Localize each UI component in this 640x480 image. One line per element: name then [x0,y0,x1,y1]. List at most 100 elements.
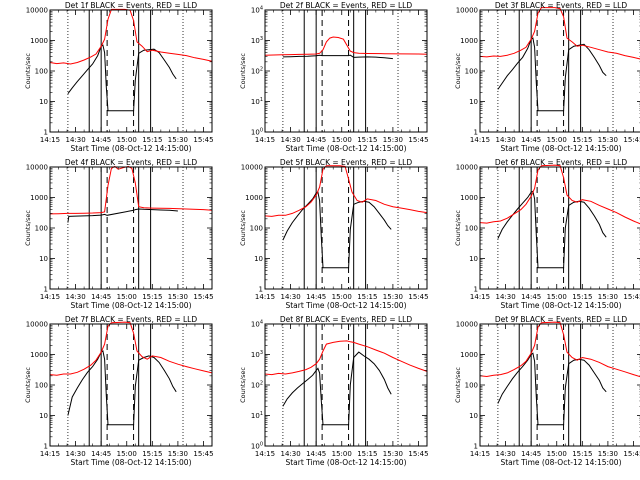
x-tick-label: 14:45 [306,450,326,458]
lld-series-line [49,8,213,65]
x-tick-label: 15:45 [193,293,213,301]
lld-series-line [479,321,640,378]
x-tick-label: 15:30 [168,450,188,458]
panel-det-3f: 1 10 100 1000 10000 14:15 14:30 14:45 15:00 15:15… [454,1,640,153]
x-tick-label: 14:45 [91,293,111,301]
y-tick-label: 101 [251,411,263,420]
y-axis-label: Counts/sec [24,367,32,403]
x-axis-label: Start Time (08-Oct-12 14:15:00) [285,144,406,153]
x-tick-label: 15:45 [408,136,428,144]
y-axis-label: Counts/sec [239,367,247,403]
x-tick-label: 14:30 [65,136,85,144]
x-axis-label: Start Time (08-Oct-12 14:15:00) [285,458,406,467]
lld-series-line [264,36,428,56]
y-tick-label: 10000 [456,7,478,15]
y-tick-label: 10 [469,98,478,106]
x-axis-label: Start Time (08-Oct-12 14:15:00) [500,458,621,467]
y-tick-label: 100 [35,68,48,76]
x-tick-label: 14:15 [255,450,275,458]
events-series-line [67,208,178,223]
y-tick-label: 1 [259,286,263,294]
x-tick-label: 14:30 [280,450,300,458]
panel-title: Det 6f BLACK = Events, RED = LLD [495,158,628,167]
y-tick-label: 10 [254,255,263,263]
events-series-line [497,190,607,269]
x-tick-label: 14:15 [40,136,60,144]
events-series-line [497,37,607,112]
x-tick-label: 14:45 [521,450,541,458]
y-tick-label: 104 [251,320,263,329]
y-axis-label: Counts/sec [239,210,247,246]
y-tick-label: 1000 [30,194,48,202]
events-series-line [67,44,177,112]
x-tick-label: 15:45 [408,293,428,301]
x-tick-label: 14:45 [306,136,326,144]
y-tick-label: 100 [250,225,263,233]
panel-title: Det 1f BLACK = Events, RED = LLD [65,1,198,10]
panel-det-9f: 1 10 100 1000 10000 14:15 14:30 14:45 15:00 15:15… [454,315,640,467]
panel-det-6f: 1 10 100 1000 10000 14:15 14:30 14:45 15:00 15:15… [454,158,640,310]
x-tick-label: 14:15 [470,293,490,301]
y-tick-label: 100 [465,225,478,233]
x-tick-label: 15:15 [572,136,592,144]
x-tick-label: 14:30 [495,136,515,144]
lld-series-line [264,165,428,217]
y-tick-label: 1 [474,443,478,451]
y-tick-label: 100 [465,68,478,76]
x-tick-label: 14:15 [255,136,275,144]
events-series-line [282,351,392,426]
x-tick-label: 15:45 [623,136,640,144]
panel-title: Det 5f BLACK = Events, RED = LLD [280,158,413,167]
panel-title: Det 4f BLACK = Events, RED = LLD [65,158,198,167]
y-axis-label: Counts/sec [454,210,462,246]
x-tick-label: 15:30 [598,136,618,144]
y-axis-label: Counts/sec [24,210,32,246]
events-series-line [282,191,392,269]
y-tick-label: 1000 [460,351,478,359]
y-tick-label: 10 [469,255,478,263]
x-tick-label: 15:45 [193,136,213,144]
panel-title: Det 2f BLACK = Events, RED = LLD [280,1,413,10]
x-tick-label: 14:45 [306,293,326,301]
x-tick-label: 14:30 [495,450,515,458]
x-axis-label: Start Time (08-Oct-12 14:15:00) [500,301,621,310]
lld-series-line [49,165,213,215]
x-tick-label: 15:45 [623,450,640,458]
x-tick-label: 15:30 [383,293,403,301]
x-tick-label: 15:30 [168,293,188,301]
x-axis-label: Start Time (08-Oct-12 14:15:00) [70,144,191,153]
plot-frame [479,323,640,447]
plot-frame [49,9,213,133]
x-tick-label: 15:00 [332,450,352,458]
events-series-line [67,350,177,426]
panel-title: Det 3f BLACK = Events, RED = LLD [495,1,628,10]
y-tick-label: 104 [251,6,263,15]
y-tick-label: 103 [251,350,263,359]
x-tick-label: 15:15 [142,293,162,301]
x-tick-label: 15:00 [117,136,137,144]
panel-det-1f: 1 10 100 1000 10000 14:15 14:30 14:45 15:00 15:15… [24,1,214,153]
y-tick-label: 100 [251,128,263,137]
x-tick-label: 15:15 [572,293,592,301]
y-tick-label: 10000 [26,321,48,329]
x-tick-label: 14:45 [91,450,111,458]
y-tick-label: 1 [44,129,48,137]
panel-title: Det 7f BLACK = Events, RED = LLD [65,315,198,324]
y-tick-label: 1 [44,443,48,451]
y-tick-label: 1 [474,286,478,294]
x-tick-label: 14:30 [65,293,85,301]
y-tick-label: 10000 [241,164,263,172]
y-tick-label: 100 [35,225,48,233]
y-tick-label: 1000 [245,194,263,202]
y-tick-label: 1000 [460,194,478,202]
x-tick-label: 15:00 [332,136,352,144]
y-tick-label: 10 [39,98,48,106]
plot-frame [479,9,640,133]
x-tick-label: 15:15 [357,293,377,301]
y-tick-label: 10000 [456,164,478,172]
plot-frame [49,166,213,290]
x-tick-label: 14:45 [521,293,541,301]
x-tick-label: 15:00 [117,450,137,458]
x-tick-label: 15:00 [547,136,567,144]
x-tick-label: 14:30 [495,293,515,301]
